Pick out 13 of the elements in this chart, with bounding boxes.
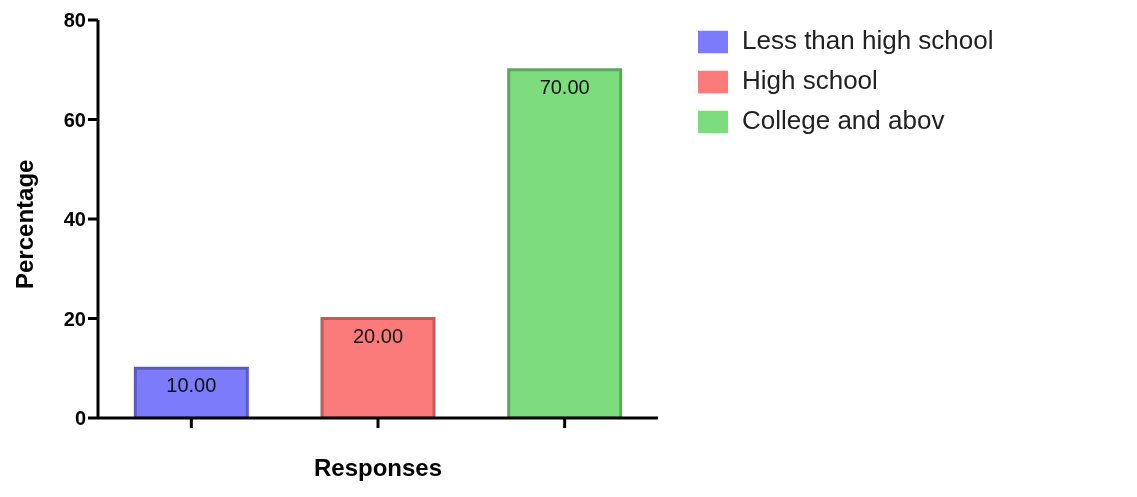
y-tick-label: 40 xyxy=(63,208,86,231)
y-tick-label: 60 xyxy=(63,108,86,131)
y-tick-label: 80 xyxy=(63,9,86,32)
y-axis-title: Percentage xyxy=(10,159,38,289)
legend-label: High school xyxy=(742,65,878,95)
data-label: 70.00 xyxy=(539,75,590,98)
x-axis-title: Responses xyxy=(313,454,443,481)
data-label: 20.00 xyxy=(352,324,404,347)
data-label: 10.00 xyxy=(166,374,217,397)
y-tick-label: 20 xyxy=(63,307,86,330)
legend-label: College and abov xyxy=(742,105,945,135)
legend-label: Less than high school xyxy=(742,25,994,55)
y-tick-label: 0 xyxy=(74,407,86,430)
